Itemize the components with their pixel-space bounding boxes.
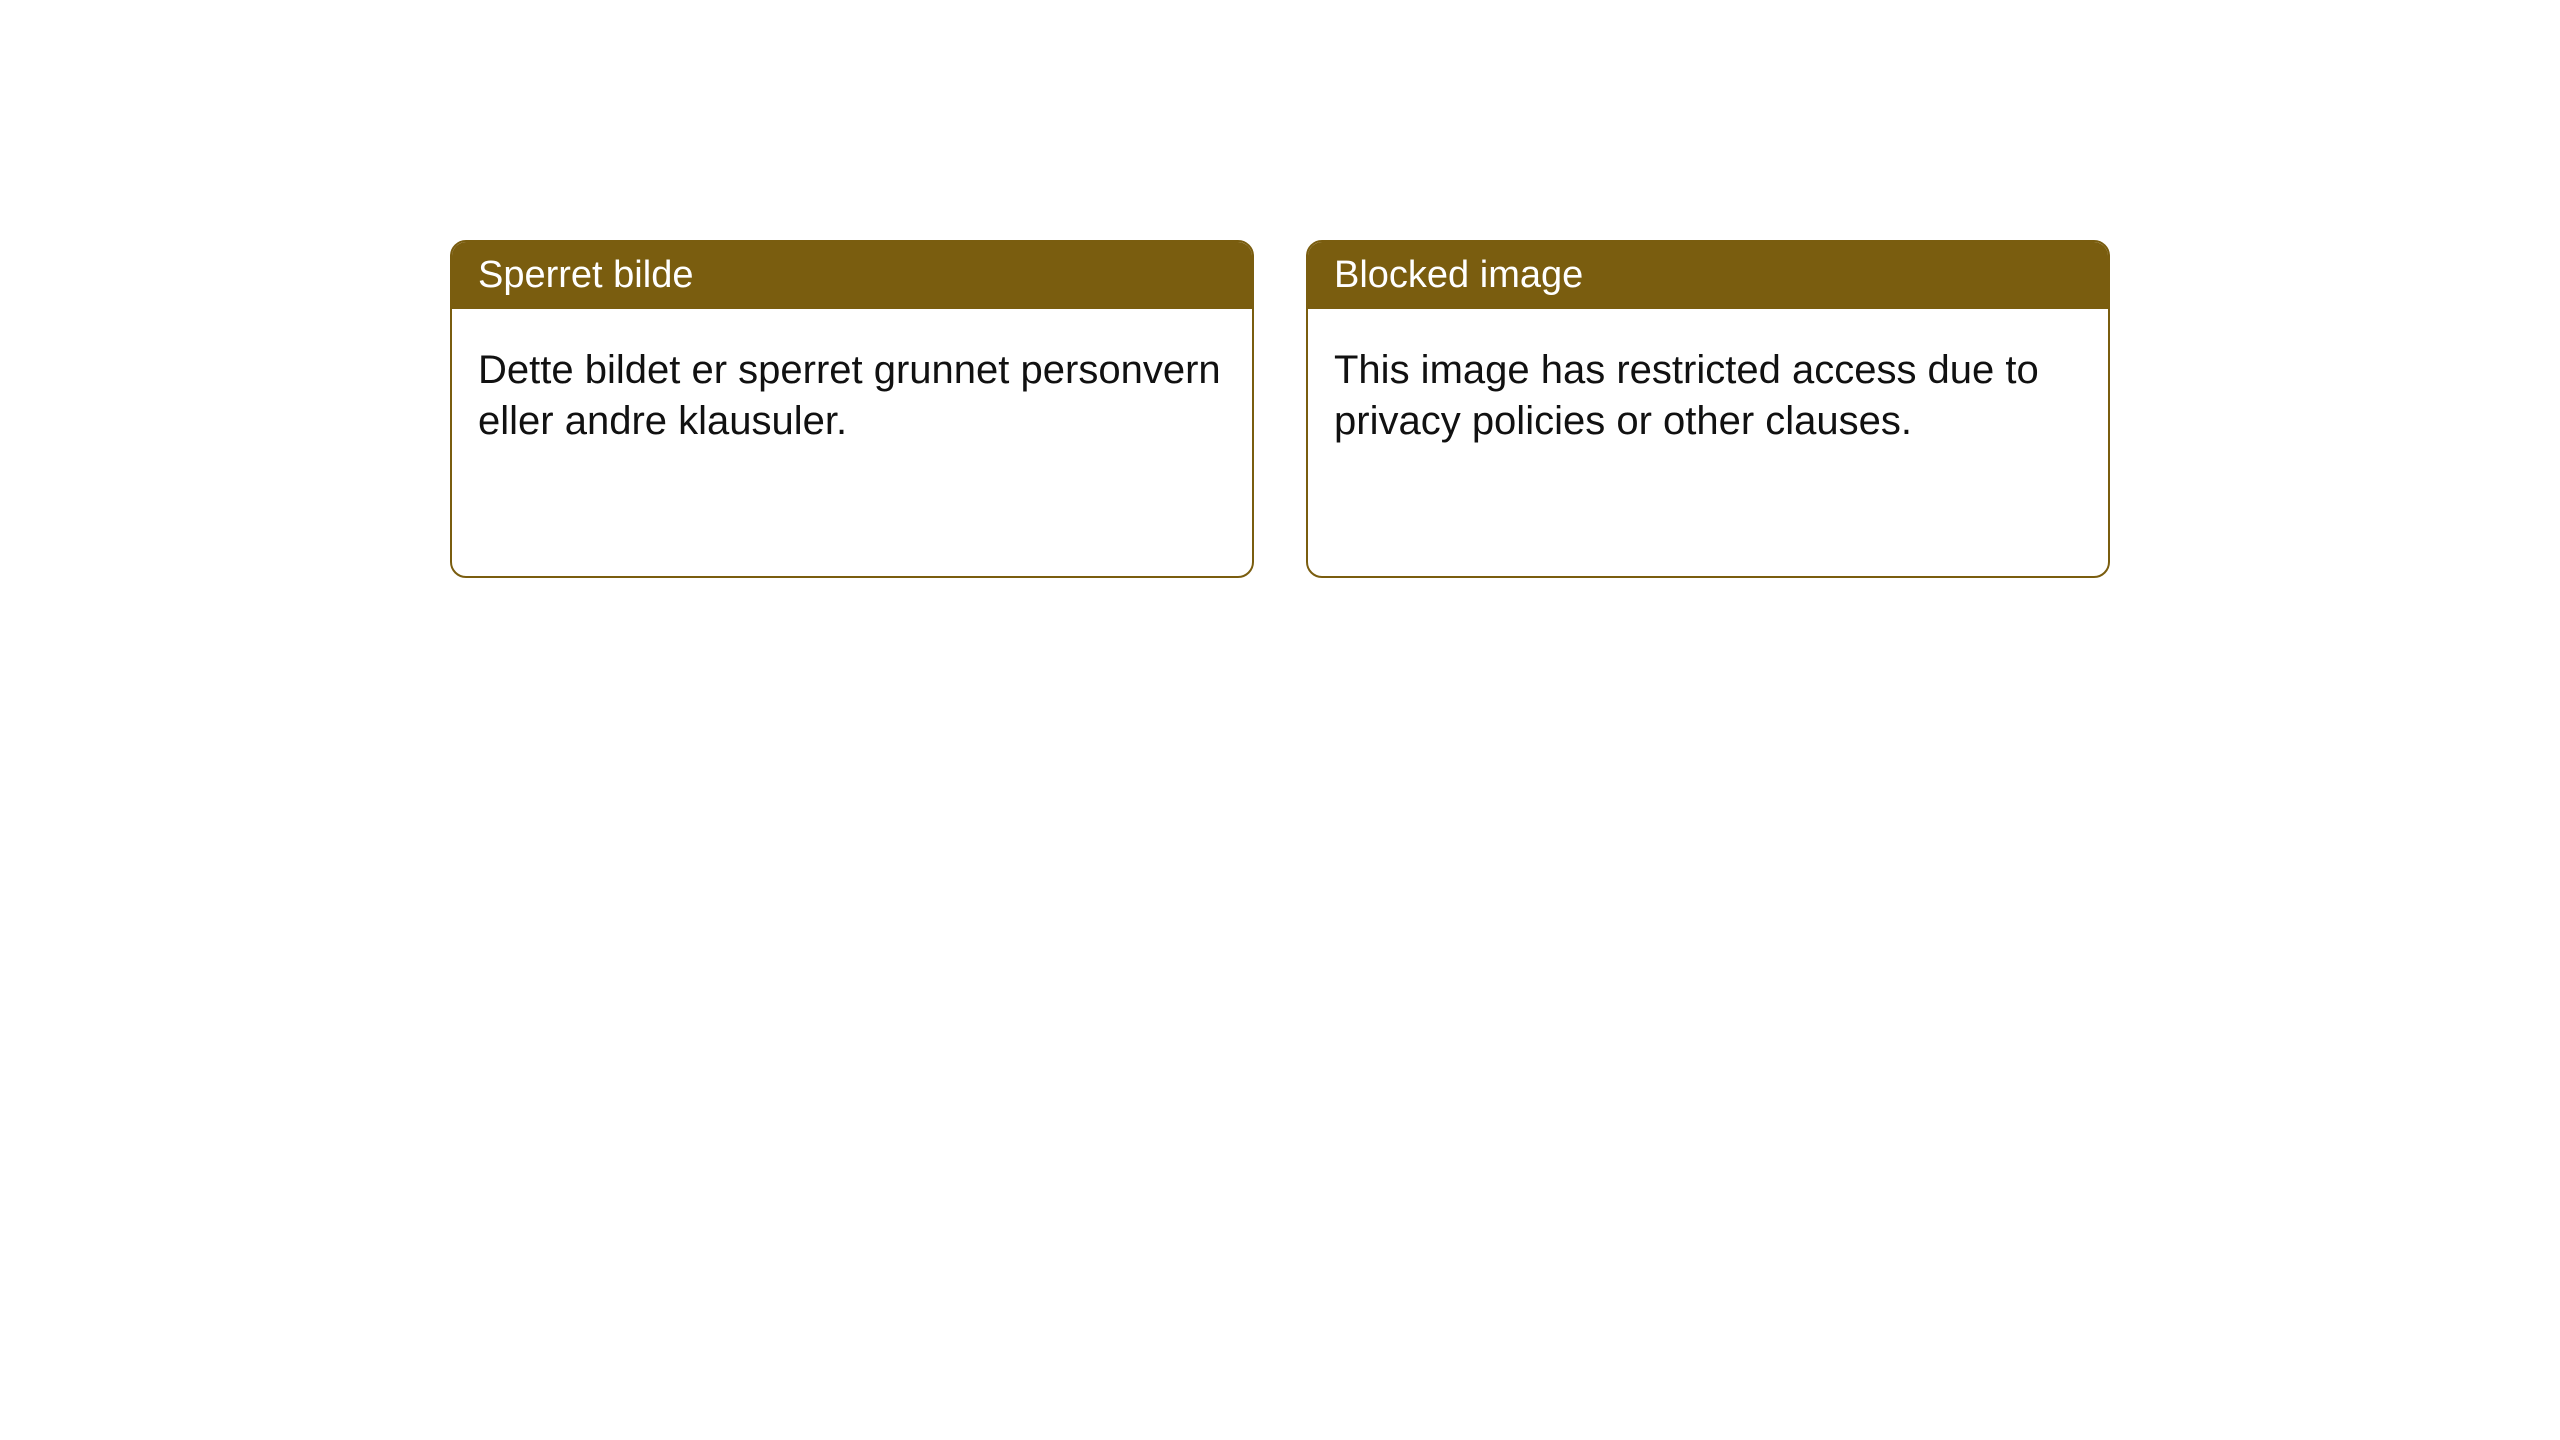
blocked-image-card-no: Sperret bilde Dette bildet er sperret gr…: [450, 240, 1254, 578]
card-body-en: This image has restricted access due to …: [1308, 309, 2108, 483]
cards-container: Sperret bilde Dette bildet er sperret gr…: [0, 0, 2560, 578]
card-body-no: Dette bildet er sperret grunnet personve…: [452, 309, 1252, 483]
blocked-image-card-en: Blocked image This image has restricted …: [1306, 240, 2110, 578]
card-header-no: Sperret bilde: [452, 242, 1252, 309]
card-header-en: Blocked image: [1308, 242, 2108, 309]
